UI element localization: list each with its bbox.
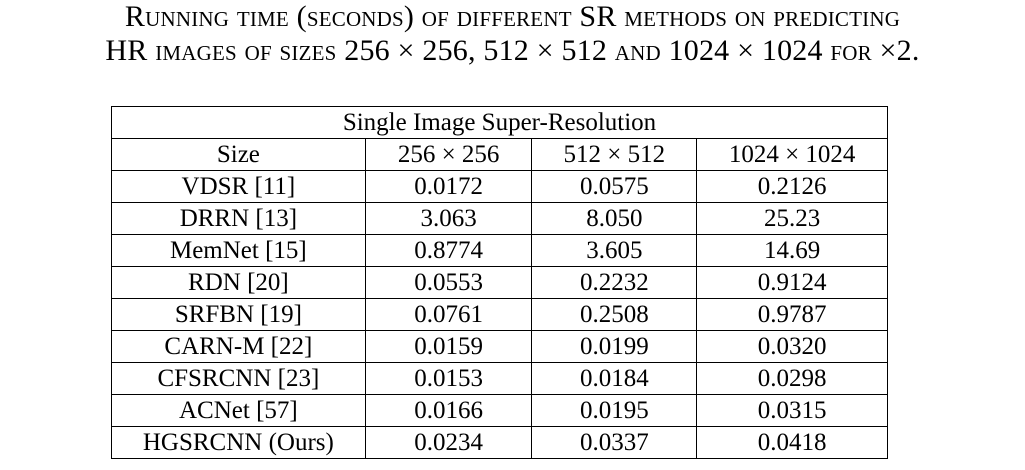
- runtime-cell: 0.0553: [364, 266, 533, 299]
- runtime-cell: 0.9787: [696, 298, 888, 331]
- runtime-cell: 0.0298: [696, 362, 888, 395]
- method-name-cell: HGSRCNN (Ours): [111, 426, 366, 459]
- method-name-cell: SRFBN [19]: [111, 298, 366, 331]
- table-group-header-row: Single Image Super-Resolution: [111, 106, 888, 139]
- method-name-cell: MemNet [15]: [111, 234, 366, 267]
- table-row: MemNet [15] 0.8774 3.605 14.69: [111, 234, 888, 267]
- method-name-cell: CARN-M [22]: [111, 330, 366, 363]
- runtime-cell: 25.23: [696, 202, 888, 235]
- runtime-cell: 0.0153: [364, 362, 533, 395]
- column-header: Size: [111, 138, 366, 171]
- running-time-table: Single Image Super-Resolution Size 256 ×…: [111, 106, 888, 459]
- runtime-cell: 3.605: [531, 234, 698, 267]
- caption-line-2: HR images of sizes 256 × 256, 512 × 512 …: [105, 34, 920, 67]
- runtime-cell: 0.0199: [531, 330, 698, 363]
- runtime-cell: 8.050: [531, 202, 698, 235]
- runtime-cell: 0.8774: [364, 234, 533, 267]
- runtime-cell: 0.2508: [531, 298, 698, 331]
- runtime-cell: 0.0418: [696, 426, 888, 459]
- runtime-cell: 0.0320: [696, 330, 888, 363]
- table-header-row: Size 256 × 256 512 × 512 1024 × 1024: [111, 138, 888, 171]
- column-header: 256 × 256: [364, 138, 533, 171]
- runtime-cell: 0.0761: [364, 298, 533, 331]
- runtime-cell: 0.2232: [531, 266, 698, 299]
- runtime-cell: 0.0159: [364, 330, 533, 363]
- runtime-cell: 0.0315: [696, 394, 888, 427]
- runtime-cell: 0.0184: [531, 362, 698, 395]
- runtime-cell: 0.0575: [531, 170, 698, 203]
- runtime-cell: 0.0337: [531, 426, 698, 459]
- group-header-cell: Single Image Super-Resolution: [111, 106, 888, 139]
- column-header: 512 × 512: [531, 138, 698, 171]
- runtime-cell: 0.0172: [364, 170, 533, 203]
- runtime-cell: 14.69: [696, 234, 888, 267]
- runtime-cell: 0.0195: [531, 394, 698, 427]
- table-row: CARN-M [22] 0.0159 0.0199 0.0320: [111, 330, 888, 363]
- table-row: VDSR [11] 0.0172 0.0575 0.2126: [111, 170, 888, 203]
- table-row: DRRN [13] 3.063 8.050 25.23: [111, 202, 888, 235]
- table-row: RDN [20] 0.0553 0.2232 0.9124: [111, 266, 888, 299]
- runtime-cell: 0.0166: [364, 394, 533, 427]
- method-name-cell: DRRN [13]: [111, 202, 366, 235]
- method-name-cell: ACNet [57]: [111, 394, 366, 427]
- caption-line-1: Running time (seconds) of different SR m…: [124, 0, 901, 33]
- method-name-cell: VDSR [11]: [111, 170, 366, 203]
- table-body: Single Image Super-Resolution Size 256 ×…: [111, 106, 888, 459]
- runtime-cell: 3.063: [364, 202, 533, 235]
- runtime-cell: 0.2126: [696, 170, 888, 203]
- runtime-cell: 0.0234: [364, 426, 533, 459]
- table-row: CFSRCNN [23] 0.0153 0.0184 0.0298: [111, 362, 888, 395]
- method-name-cell: CFSRCNN [23]: [111, 362, 366, 395]
- column-header: 1024 × 1024: [696, 138, 888, 171]
- table-row: ACNet [57] 0.0166 0.0195 0.0315: [111, 394, 888, 427]
- runtime-cell: 0.9124: [696, 266, 888, 299]
- table-row: HGSRCNN (Ours) 0.0234 0.0337 0.0418: [111, 426, 888, 459]
- method-name-cell: RDN [20]: [111, 266, 366, 299]
- table-row: SRFBN [19] 0.0761 0.2508 0.9787: [111, 298, 888, 331]
